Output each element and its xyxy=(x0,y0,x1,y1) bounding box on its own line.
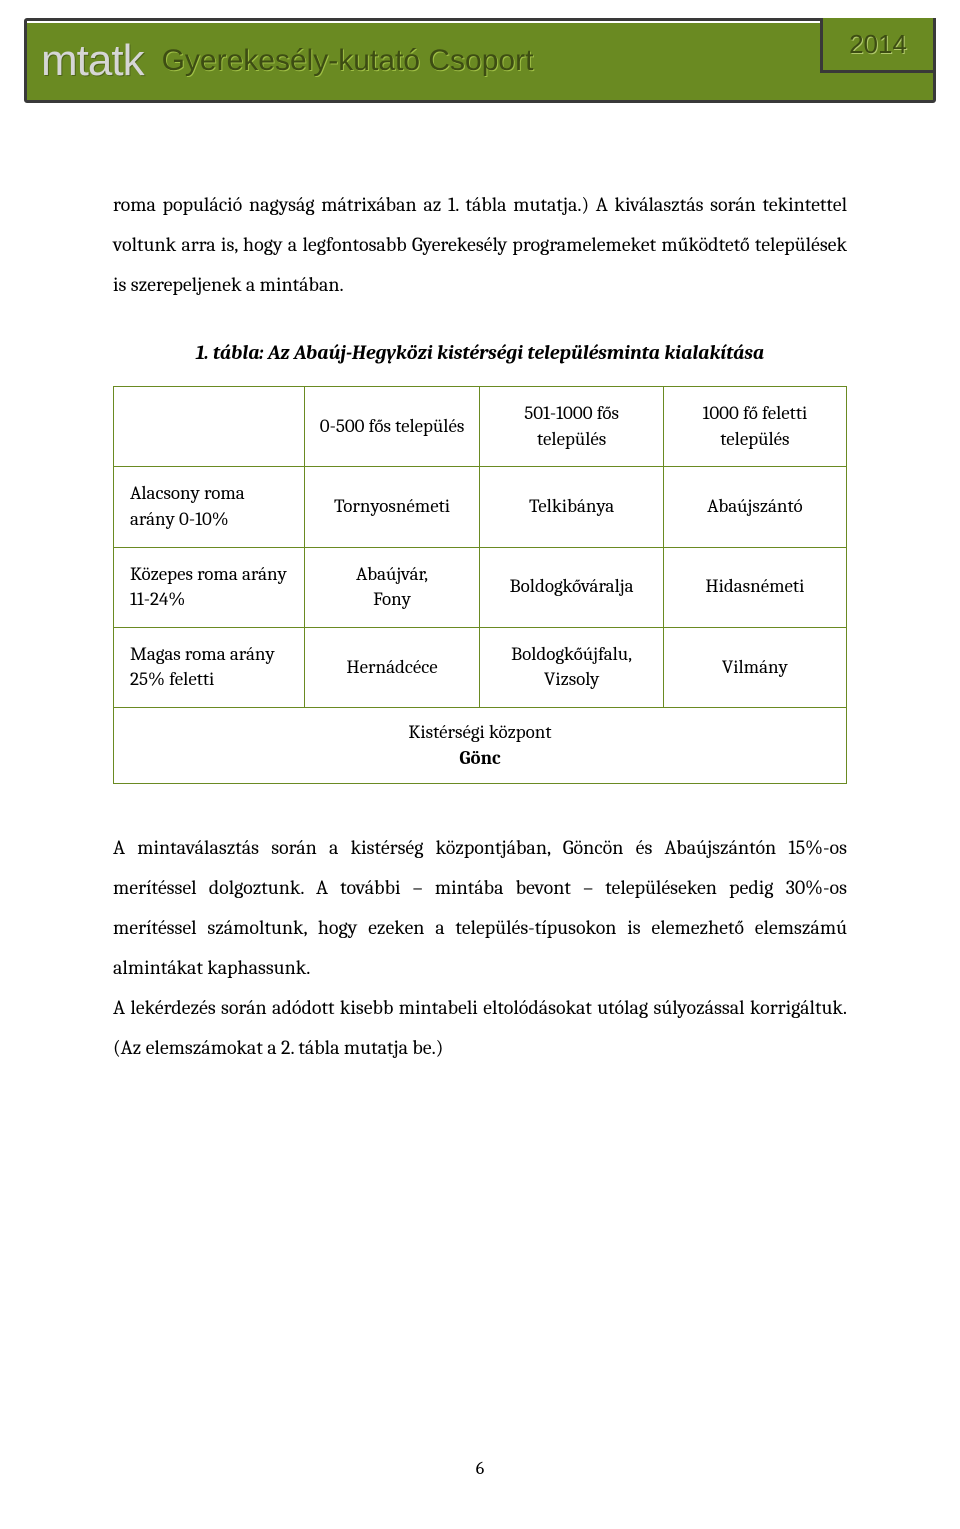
cell: Boldogkőváralja xyxy=(480,547,663,627)
settlement-table: 0-500 fős település 501-1000 fős települ… xyxy=(113,386,847,708)
table-head-empty xyxy=(114,387,305,467)
table-header-row: 0-500 fős település 501-1000 fős települ… xyxy=(114,387,847,467)
paragraph-3: A lekérdezés során adódott kisebb mintab… xyxy=(113,988,847,1068)
cell: Abaújszántó xyxy=(663,467,846,547)
table-footer: Kistérségi központ Gönc xyxy=(113,708,847,784)
table-footer-label: Kistérségi központ xyxy=(408,721,551,743)
year-text: 2014 xyxy=(849,29,907,60)
table-head-col2: 501-1000 fős település xyxy=(480,387,663,467)
cell: Telkibánya xyxy=(480,467,663,547)
cell: Boldogkőújfalu,Vizsoly xyxy=(480,627,663,707)
header-subtitle: Gyerekesély-kutató Csoport xyxy=(162,44,534,78)
table-row: Magas roma arány 25% feletti Hernádcéce … xyxy=(114,627,847,707)
table-title: 1. tábla: Az Abaúj-Hegyközi kistérségi t… xyxy=(113,341,847,364)
header-bar: mtatk Gyerekesély-kutató Csoport 2014 xyxy=(24,18,936,103)
row-label: Magas roma arány 25% feletti xyxy=(114,627,305,707)
cell: Hidasnémeti xyxy=(663,547,846,627)
page-number: 6 xyxy=(0,1458,960,1479)
row-label: Közepes roma arány 11-24% xyxy=(114,547,305,627)
cell: Vilmány xyxy=(663,627,846,707)
row-label: Alacsony roma arány 0-10% xyxy=(114,467,305,547)
year-badge: 2014 xyxy=(820,18,936,73)
page-header: mtatk Gyerekesély-kutató Csoport 2014 xyxy=(0,18,960,108)
paragraph-2: A mintaválasztás során a kistérség közpo… xyxy=(113,828,847,988)
cell: Abaújvár,Fony xyxy=(304,547,480,627)
cell: Hernádcéce xyxy=(304,627,480,707)
table-head-col1: 0-500 fős település xyxy=(304,387,480,467)
cell: Tornyosnémeti xyxy=(304,467,480,547)
table-head-col3: 1000 fő feletti település xyxy=(663,387,846,467)
table-row: Alacsony roma arány 0-10% Tornyosnémeti … xyxy=(114,467,847,547)
paragraph-1: roma populáció nagyság mátrixában az 1. … xyxy=(113,185,847,305)
table-row: Közepes roma arány 11-24% Abaújvár,Fony … xyxy=(114,547,847,627)
page-content: roma populáció nagyság mátrixában az 1. … xyxy=(113,185,847,1068)
logo-text: mtatk xyxy=(41,36,144,86)
table-footer-value: Gönc xyxy=(459,747,500,769)
